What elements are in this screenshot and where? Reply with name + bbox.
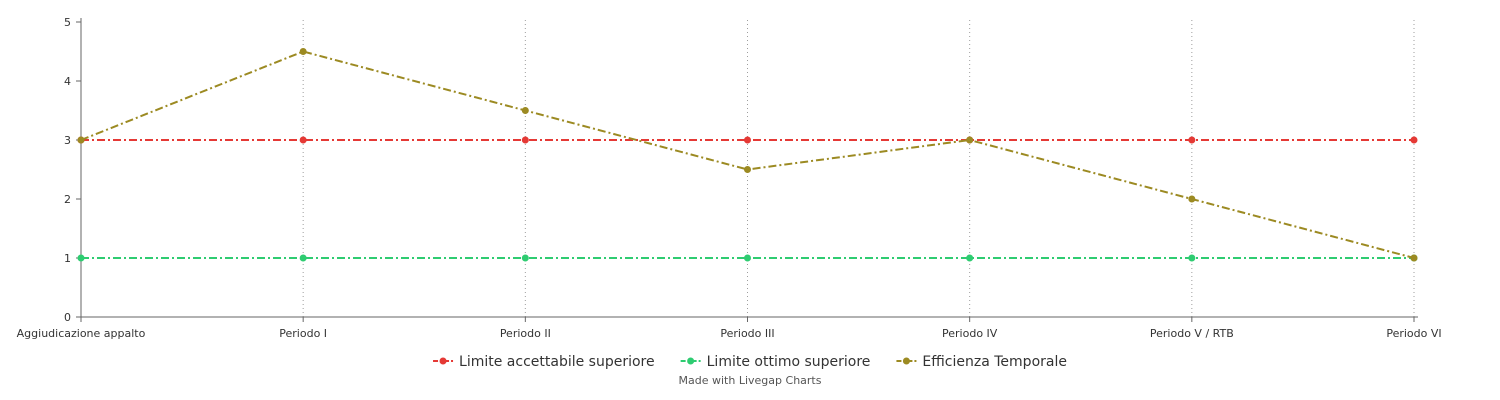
legend-swatch-point [439, 357, 447, 365]
legend-item: Limite accettabile superiore [433, 354, 655, 370]
x-tick-label: Periodo IV [942, 327, 998, 340]
y-tick-label: 0 [64, 311, 71, 324]
data-point [744, 166, 751, 173]
x-tick-label: Aggiudicazione appalto [17, 327, 146, 340]
y-tick-label: 1 [64, 252, 71, 265]
data-point [521, 107, 529, 114]
x-tick-label: Periodo III [720, 327, 774, 340]
grid-layer [302, 20, 1415, 317]
data-point [1410, 136, 1418, 144]
data-point [521, 136, 529, 144]
data-point [299, 48, 307, 55]
series-line-2 [80, 50, 1415, 259]
data-point [521, 254, 529, 262]
x-tick-label: Periodo I [279, 327, 327, 340]
axes: 0 1 2 3 4 5 Aggiudicazione appalto Periodo I Per… [17, 16, 1442, 340]
chart-credit: Made with Livegap Charts [679, 374, 822, 387]
data-point [299, 254, 307, 262]
data-point [1188, 195, 1196, 203]
legend-label: Efficienza Temporale [922, 354, 1067, 370]
legend-swatch-point [902, 357, 910, 365]
y-tick-label: 2 [64, 193, 71, 206]
legend: Limite accettabile superiore Limite ottim… [433, 354, 1067, 370]
data-point [1188, 254, 1196, 262]
legend-item: Limite ottimo superiore [680, 354, 871, 370]
y-tick-label: 5 [64, 16, 71, 29]
data-point [744, 136, 751, 144]
data-point [77, 254, 85, 262]
data-point [744, 254, 751, 262]
x-tick-label: Periodo V / RTB [1150, 327, 1234, 340]
legend-label: Limite ottimo superiore [707, 354, 871, 370]
legend-swatch-point [687, 357, 695, 365]
legend-label: Limite accettabile superiore [459, 354, 655, 370]
x-tick-label: Periodo II [500, 327, 551, 340]
x-tick-label: Periodo VI [1386, 327, 1441, 340]
y-tick-label: 3 [64, 134, 71, 147]
legend-item: Efficienza Temporale [896, 354, 1067, 370]
data-point [77, 136, 85, 144]
data-point [1410, 254, 1418, 262]
data-point [966, 136, 974, 144]
data-point [966, 254, 974, 262]
y-tick-label: 4 [64, 75, 71, 88]
series-layer [77, 48, 1418, 262]
data-point [299, 136, 307, 144]
data-point [1188, 136, 1196, 144]
